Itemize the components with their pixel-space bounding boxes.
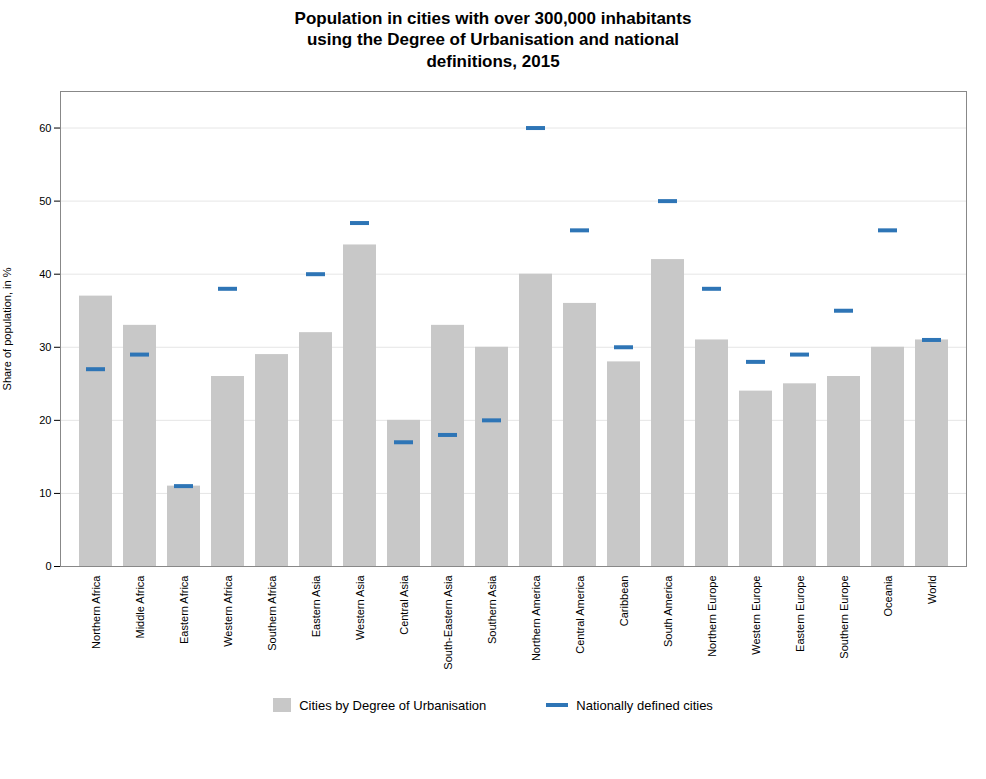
svg-text:Oceania: Oceania bbox=[882, 574, 894, 616]
svg-text:Northern Africa: Northern Africa bbox=[90, 574, 102, 648]
svg-text:Northern Europe: Northern Europe bbox=[706, 575, 718, 656]
svg-text:10: 10 bbox=[39, 487, 51, 499]
svg-text:Western Africa: Western Africa bbox=[222, 574, 234, 646]
svg-text:60: 60 bbox=[39, 121, 51, 133]
svg-text:Caribbean: Caribbean bbox=[618, 575, 630, 626]
html-text:Nationally defined cities: Nationally defined cities bbox=[576, 697, 713, 713]
svg-text:South America: South America bbox=[662, 574, 674, 646]
svg-text:Central Asia: Central Asia bbox=[398, 574, 410, 634]
svg-text:30: 30 bbox=[39, 341, 51, 353]
svg-text:Northern America: Northern America bbox=[530, 574, 542, 660]
svg-text:South-Eastern Asia: South-Eastern Asia bbox=[442, 574, 454, 669]
svg-text:Western Europe: Western Europe bbox=[750, 575, 762, 654]
svg-text:Eastern Africa: Eastern Africa bbox=[178, 574, 190, 643]
svg-text:Middle Africa: Middle Africa bbox=[134, 574, 146, 638]
svg-text:40: 40 bbox=[39, 267, 51, 279]
svg-text:Share of population, in %: Share of population, in % bbox=[1, 267, 13, 390]
svg-text:Western Asia: Western Asia bbox=[354, 574, 366, 639]
html-text:Population in cities with over: Population in cities with over 300,000 i… bbox=[294, 9, 692, 71]
svg-text:Southern Europe: Southern Europe bbox=[838, 575, 850, 658]
svg-text:Central America: Central America bbox=[574, 574, 586, 653]
html-text:Cities by Degree of Urbanisati: Cities by Degree of Urbanisation bbox=[299, 697, 487, 713]
svg-text:World: World bbox=[926, 575, 938, 604]
svg-text:Southern Asia: Southern Asia bbox=[486, 574, 498, 643]
svg-text:Eastern Asia: Eastern Asia bbox=[310, 574, 322, 637]
svg-text:50: 50 bbox=[39, 194, 51, 206]
svg-text:0: 0 bbox=[45, 560, 51, 572]
svg-text:20: 20 bbox=[39, 414, 51, 426]
svg-text:Eastern Europe: Eastern Europe bbox=[794, 575, 806, 651]
svg-text:Southern Africa: Southern Africa bbox=[266, 574, 278, 650]
